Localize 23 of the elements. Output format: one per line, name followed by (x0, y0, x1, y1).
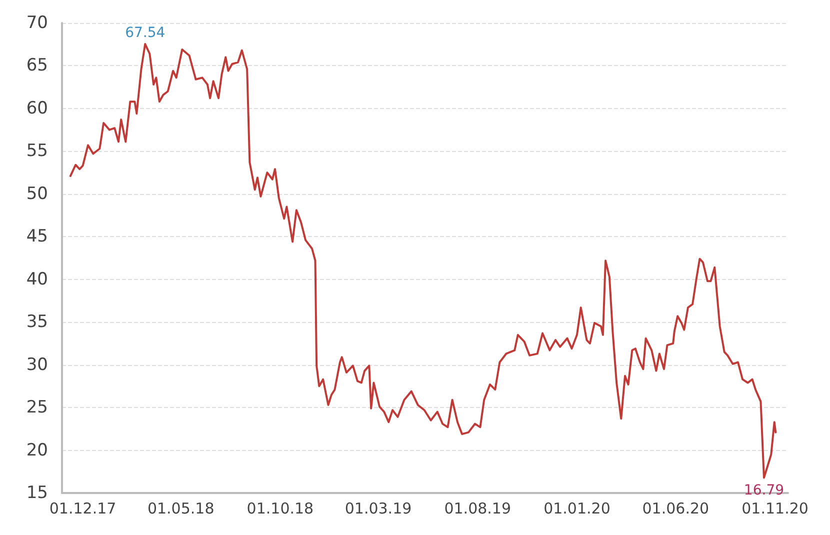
x-tick-label: 01.03.19 (344, 500, 412, 518)
x-tick-label: 01.06.20 (642, 500, 710, 518)
x-tick-label: 01.05.18 (147, 500, 214, 518)
y-tick-label: 40 (26, 269, 48, 290)
y-tick-label: 65 (26, 56, 48, 76)
y-tick-label: 20 (26, 440, 48, 460)
y-tick-label: 35 (26, 312, 48, 332)
x-tick-label: 01.01.20 (544, 500, 610, 518)
x-tick-label: 01.08.19 (444, 500, 511, 518)
y-tick-label: 70 (26, 13, 48, 33)
y-tick-label: 45 (26, 226, 48, 247)
annotation: 67.54 (125, 25, 166, 42)
x-tick-label: 01.10.18 (246, 500, 314, 518)
annotation: 16.79 (744, 482, 784, 499)
line-series (69, 43, 777, 479)
x-tick-label: 01.11.20 (742, 500, 808, 518)
x-tick-label: 01.12.17 (49, 500, 116, 518)
y-tick-label: 50 (26, 184, 48, 204)
y-tick-label: 60 (26, 98, 48, 118)
y-tick-label: 15 (26, 483, 48, 503)
y-tick-label: 25 (26, 398, 48, 418)
y-tick-label: 30 (26, 354, 48, 375)
y-tick-label: 55 (26, 141, 48, 162)
